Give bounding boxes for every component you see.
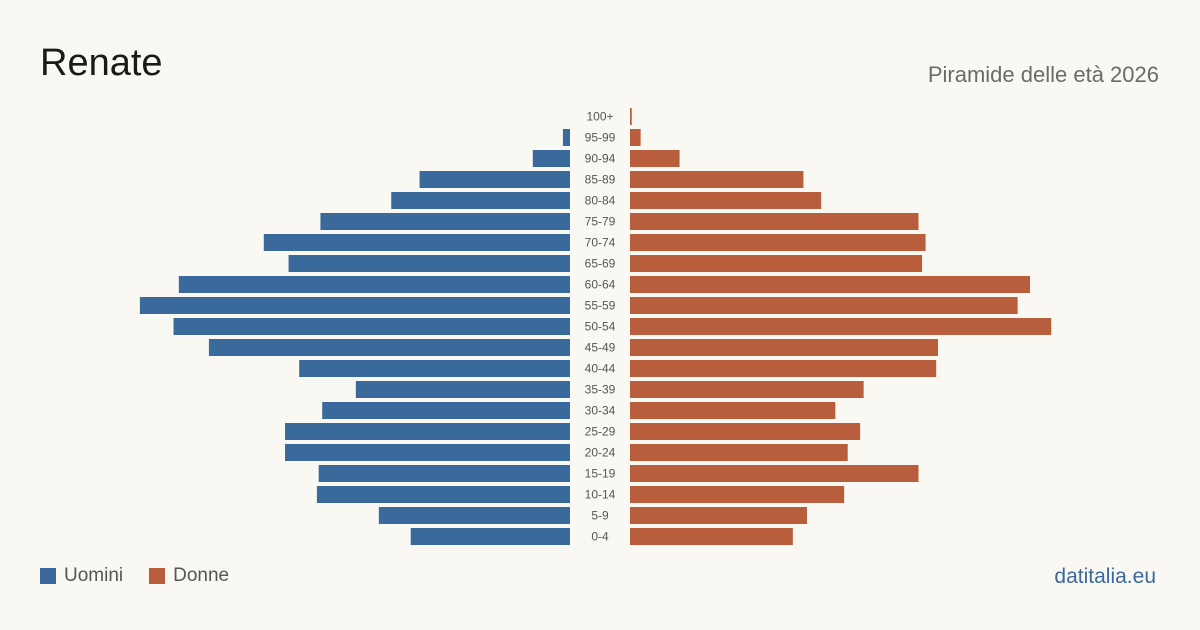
bar-women-15-19 (630, 465, 919, 482)
age-label-75-79: 75-79 (585, 215, 616, 229)
age-label-80-84: 80-84 (585, 194, 616, 208)
legend-swatch-women (149, 568, 166, 584)
bar-women-10-14 (630, 486, 845, 503)
bar-women-50-54 (630, 318, 1052, 335)
age-label-65-69: 65-69 (585, 257, 616, 271)
legend-label-women: Donne (173, 565, 230, 586)
bar-men-85-89 (419, 171, 570, 188)
age-label-40-44: 40-44 (585, 362, 616, 376)
bar-women-90-94 (630, 150, 680, 167)
age-label-5-9: 5-9 (591, 509, 609, 523)
bar-men-75-79 (320, 213, 570, 230)
bar-women-35-39 (630, 381, 864, 398)
age-label-15-19: 15-19 (585, 467, 616, 481)
bar-women-80-84 (630, 192, 822, 209)
legend-label-men: Uomini (64, 565, 124, 586)
age-label-60-64: 60-64 (585, 278, 616, 292)
bar-women-60-64 (630, 276, 1031, 293)
page-title: Renate (40, 42, 163, 84)
age-label-100+: 100+ (586, 110, 613, 124)
age-label-35-39: 35-39 (585, 383, 616, 397)
bar-men-20-24 (285, 444, 570, 461)
age-label-45-49: 45-49 (585, 341, 616, 355)
bar-men-0-4 (410, 528, 570, 545)
bar-women-70-74 (630, 234, 926, 251)
bar-men-25-29 (285, 423, 570, 440)
legend-item-women[interactable]: Donne (149, 565, 229, 587)
bar-women-40-44 (630, 360, 937, 377)
bar-women-85-89 (630, 171, 804, 188)
age-label-25-29: 25-29 (585, 425, 616, 439)
bar-men-5-9 (378, 507, 570, 524)
age-label-85-89: 85-89 (585, 173, 616, 187)
bar-men-60-64 (178, 276, 570, 293)
bar-women-0-4 (630, 528, 793, 545)
age-label-50-54: 50-54 (585, 320, 616, 334)
age-label-55-59: 55-59 (585, 299, 616, 313)
age-label-95-99: 95-99 (585, 131, 616, 145)
bar-men-10-14 (316, 486, 570, 503)
age-label-10-14: 10-14 (585, 488, 616, 502)
bar-men-80-84 (391, 192, 570, 209)
age-label-20-24: 20-24 (585, 446, 616, 460)
bar-women-45-49 (630, 339, 938, 356)
age-label-70-74: 70-74 (585, 236, 616, 250)
bar-women-100+ (630, 108, 632, 125)
chart-legend: Uomini Donne (40, 565, 255, 587)
bar-men-65-69 (288, 255, 570, 272)
bar-men-35-39 (355, 381, 570, 398)
bar-men-50-54 (173, 318, 570, 335)
bar-women-20-24 (630, 444, 848, 461)
bar-men-95-99 (562, 129, 570, 146)
bar-men-40-44 (299, 360, 570, 377)
bar-women-30-34 (630, 402, 836, 419)
legend-swatch-men (40, 568, 56, 584)
bar-women-5-9 (630, 507, 807, 524)
bar-women-25-29 (630, 423, 861, 440)
age-label-0-4: 0-4 (591, 530, 609, 544)
legend-item-men[interactable]: Uomini (40, 565, 123, 587)
bar-men-55-59 (139, 297, 570, 314)
bar-women-55-59 (630, 297, 1018, 314)
chart-subtitle: Piramide delle età 2026 (927, 62, 1159, 87)
age-label-30-34: 30-34 (585, 404, 616, 418)
bar-men-15-19 (318, 465, 570, 482)
age-label-90-94: 90-94 (585, 152, 616, 166)
bar-men-30-34 (322, 402, 570, 419)
bar-men-90-94 (532, 150, 570, 167)
bar-men-70-74 (263, 234, 570, 251)
bar-women-75-79 (630, 213, 919, 230)
brand-link[interactable]: datitalia.eu (1054, 565, 1156, 588)
bar-men-45-49 (208, 339, 571, 356)
bar-women-65-69 (630, 255, 923, 272)
bar-women-95-99 (630, 129, 641, 146)
